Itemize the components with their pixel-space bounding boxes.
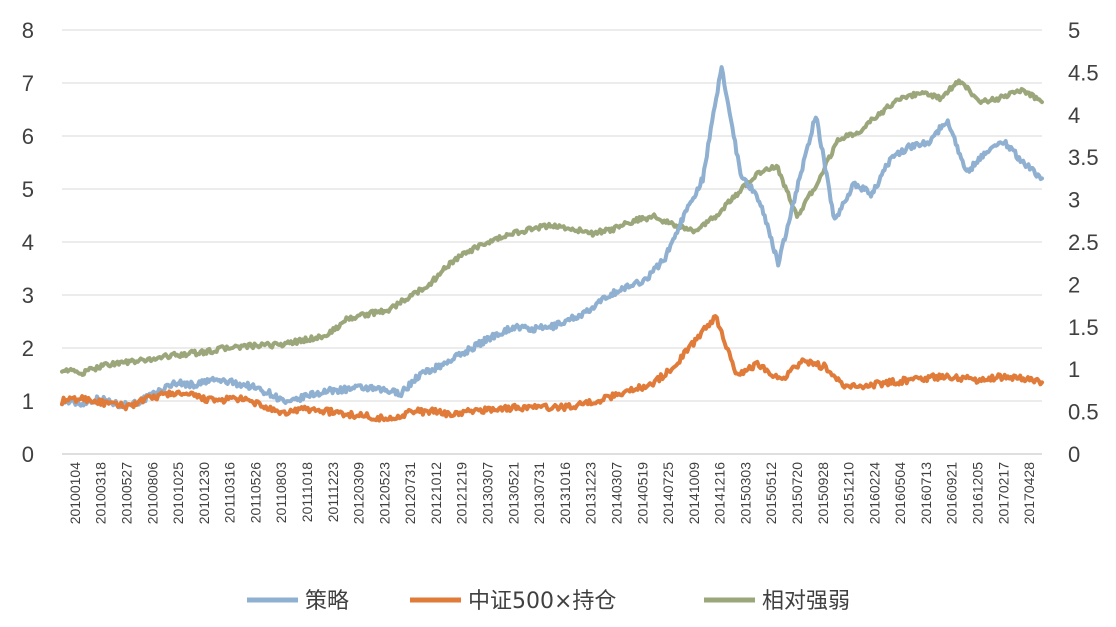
- y-tick-label: 5: [22, 177, 34, 202]
- series-line: [60, 314, 1044, 423]
- x-tick-label: 20111223: [325, 462, 341, 522]
- x-tick-label: 20100318: [93, 462, 109, 525]
- x-tick-label: 20160713: [918, 462, 934, 525]
- y-tick-label: 4: [22, 230, 34, 255]
- y-tick-label: 0: [22, 442, 34, 467]
- y2-tick-label: 3.5: [1068, 145, 1099, 170]
- x-tick-label: 20140519: [634, 462, 650, 525]
- x-tick-label: 20130731: [531, 462, 547, 525]
- x-tick-label: 20140725: [660, 462, 676, 525]
- x-tick-label: 20130521: [505, 462, 521, 525]
- y2-tick-label: 1.5: [1068, 315, 1099, 340]
- x-tick-label: 20120309: [351, 462, 367, 525]
- x-tick-label: 20150303: [737, 462, 753, 525]
- right-y-axis: 0 0.5 1 1.5 2 2.5 3 3.5 4 4.5 5: [1068, 18, 1099, 467]
- x-tick-label: 20100806: [144, 462, 160, 525]
- x-tick-label: 20131016: [557, 462, 573, 525]
- x-tick-label: 20121219: [454, 462, 470, 525]
- y2-tick-label: 2: [1068, 272, 1080, 297]
- x-tick-label: 20161205: [970, 462, 986, 525]
- x-tick-label: 20170428: [1021, 462, 1037, 525]
- series-line: [60, 65, 1044, 410]
- x-tick-label: 20160224: [866, 462, 882, 525]
- y2-tick-label: 1: [1068, 357, 1080, 382]
- x-tick-label: 20160504: [892, 462, 908, 525]
- y2-tick-label: 4.5: [1068, 60, 1099, 85]
- y-tick-label: 3: [22, 283, 34, 308]
- x-tick-label: 20160921: [944, 462, 960, 525]
- legend: 策略 中证500×持仓 相对强弱: [247, 589, 850, 614]
- legend-label: 中证500×持仓: [468, 589, 616, 614]
- x-tick-label: 20101025: [170, 462, 186, 525]
- y-tick-label: 6: [22, 124, 34, 149]
- x-tick-label: 20120523: [376, 462, 392, 525]
- y2-tick-label: 5: [1068, 18, 1080, 43]
- y-tick-label: 8: [22, 18, 34, 43]
- legend-label: 相对强弱: [762, 589, 850, 614]
- x-tick-label: 20110803: [273, 462, 289, 523]
- series-lines: [60, 65, 1044, 423]
- y2-tick-label: 0: [1068, 442, 1080, 467]
- series-line: [60, 78, 1044, 377]
- x-tick-label: 20150512: [763, 462, 779, 525]
- x-tick-label: 20100104: [67, 462, 83, 525]
- x-axis: 20100104 20100318 20100527 20100806 20101025…: [67, 462, 1037, 525]
- legend-label: 策略: [305, 589, 349, 614]
- x-tick-label: 20141216: [712, 462, 728, 525]
- x-tick-label: 20130307: [480, 462, 496, 525]
- x-tick-label: 20110526: [247, 462, 263, 523]
- y2-tick-label: 4: [1068, 103, 1080, 128]
- y-tick-label: 7: [22, 71, 34, 96]
- x-tick-label: 20140307: [608, 462, 624, 525]
- y-tick-label: 1: [22, 389, 34, 414]
- x-tick-label: 20131223: [583, 462, 599, 525]
- y-tick-label: 2: [22, 336, 34, 361]
- x-tick-label: 20110316: [222, 462, 238, 523]
- x-tick-label: 20141009: [686, 462, 702, 525]
- x-tick-label: 20101230: [196, 462, 212, 525]
- y2-tick-label: 3: [1068, 188, 1080, 213]
- left-y-axis: 0 1 2 3 4 5 6 7 8: [22, 18, 34, 467]
- x-tick-label: 20150928: [815, 462, 831, 525]
- x-tick-label: 20170217: [995, 462, 1011, 525]
- x-tick-label: 20111018: [299, 462, 315, 522]
- gridlines: [62, 29, 1042, 455]
- x-tick-label: 20150720: [789, 462, 805, 525]
- y2-tick-label: 2.5: [1068, 230, 1099, 255]
- x-tick-label: 20120731: [402, 462, 418, 525]
- y2-tick-label: 0.5: [1068, 400, 1099, 425]
- x-tick-label: 20100527: [118, 462, 134, 525]
- x-tick-label: 20151210: [841, 462, 857, 525]
- x-tick-label: 20121012: [428, 462, 444, 525]
